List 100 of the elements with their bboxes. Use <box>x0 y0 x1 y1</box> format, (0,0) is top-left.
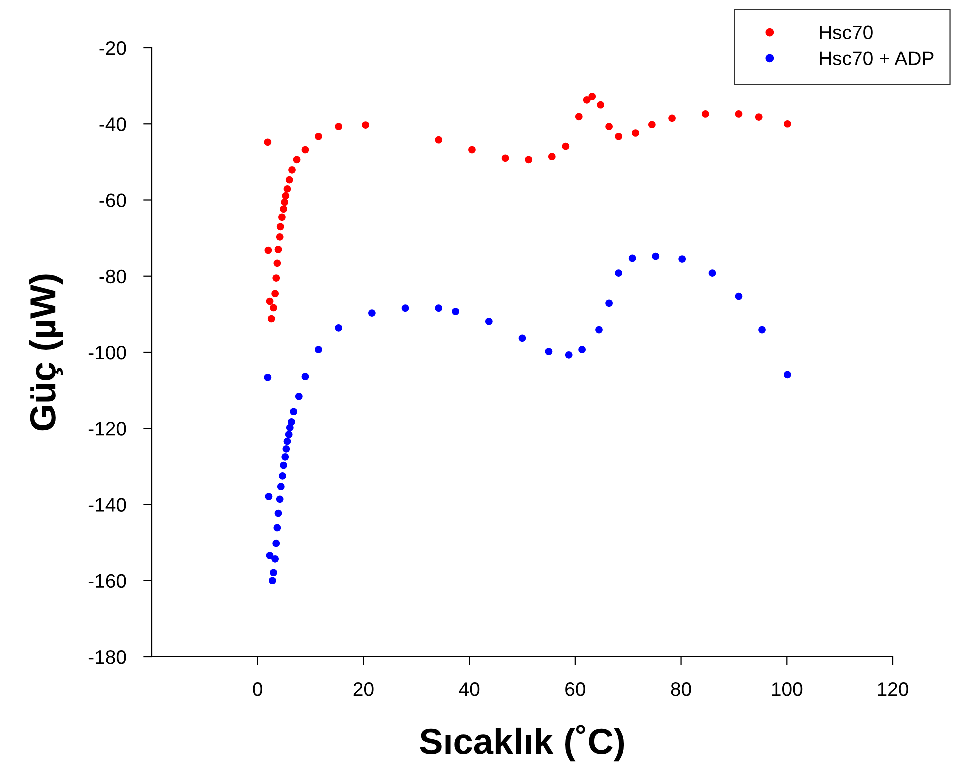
point <box>270 304 278 312</box>
y-tick-label: -120 <box>88 422 126 436</box>
point <box>435 304 443 312</box>
point <box>502 154 510 162</box>
point <box>269 577 276 585</box>
point <box>270 569 278 577</box>
point <box>302 373 310 381</box>
point <box>368 310 376 317</box>
point <box>276 233 284 241</box>
point <box>277 483 285 491</box>
point <box>708 270 716 278</box>
point <box>784 371 792 379</box>
point <box>468 146 476 154</box>
point <box>278 214 286 222</box>
point <box>335 123 343 130</box>
point <box>525 156 533 164</box>
y-axis-title: Güç (µW) <box>29 274 64 431</box>
point <box>606 300 613 308</box>
point <box>265 493 273 500</box>
legend-label: Hsc70 <box>820 26 873 40</box>
legend-label: Hsc70 + ADP <box>820 52 934 66</box>
point <box>264 138 272 146</box>
point <box>562 142 570 150</box>
point <box>518 334 526 342</box>
point <box>596 326 603 334</box>
x-tick-label: 0 <box>253 682 263 696</box>
point <box>452 308 460 316</box>
point <box>615 133 623 140</box>
point <box>588 93 596 100</box>
point <box>282 192 290 200</box>
point <box>545 348 553 356</box>
point <box>435 136 443 144</box>
point <box>288 166 296 174</box>
y-tick-label: -20 <box>100 41 126 56</box>
point <box>290 408 298 416</box>
point <box>272 540 280 548</box>
point <box>315 346 322 354</box>
point <box>264 374 272 382</box>
x-tick-label: 100 <box>772 682 803 696</box>
point <box>735 292 743 300</box>
point <box>578 346 586 354</box>
x-tick-label: 40 <box>459 682 480 696</box>
point <box>282 454 290 461</box>
point <box>606 123 613 130</box>
point <box>264 246 272 254</box>
y-tick-label: -180 <box>88 650 126 664</box>
point <box>784 120 792 128</box>
point <box>280 462 288 470</box>
point <box>758 326 766 334</box>
y-tick-label: -80 <box>100 270 126 284</box>
point <box>284 438 292 446</box>
point <box>295 392 303 400</box>
point <box>678 256 686 263</box>
x-tick-label: 80 <box>671 682 692 696</box>
point <box>402 304 410 312</box>
point <box>632 130 640 137</box>
point <box>335 324 343 332</box>
point <box>597 101 605 109</box>
point <box>266 298 274 306</box>
point <box>565 351 573 359</box>
point <box>615 270 623 278</box>
point <box>266 552 274 560</box>
x-tick-label: 60 <box>566 682 586 696</box>
point <box>276 223 284 231</box>
point <box>648 121 656 129</box>
y-tick-label: -40 <box>100 118 126 132</box>
point <box>285 431 293 438</box>
x-axis-title: Sıcaklık (˚C) <box>420 725 624 762</box>
point <box>362 122 370 129</box>
point <box>575 113 583 121</box>
point <box>583 96 591 104</box>
point <box>485 318 493 326</box>
point <box>272 556 279 563</box>
point <box>293 156 301 164</box>
point <box>274 246 282 254</box>
point <box>268 315 276 323</box>
point <box>282 446 290 453</box>
point <box>272 274 280 282</box>
point <box>548 153 556 161</box>
point <box>702 110 710 118</box>
x-tick-label: 20 <box>354 682 374 696</box>
point <box>315 133 322 140</box>
point <box>279 472 286 480</box>
point <box>286 176 294 184</box>
point <box>280 206 288 214</box>
point <box>284 186 292 193</box>
point <box>274 524 282 532</box>
point <box>755 114 763 121</box>
point <box>668 114 676 122</box>
y-tick-label: -100 <box>88 346 126 360</box>
y-tick-label: -140 <box>88 498 126 512</box>
point <box>276 496 284 504</box>
point <box>628 254 636 262</box>
point <box>735 110 743 118</box>
point <box>272 290 279 298</box>
point <box>288 418 296 426</box>
point <box>281 198 289 206</box>
point <box>274 260 282 268</box>
point <box>302 146 310 154</box>
x-tick-label: 120 <box>878 682 908 696</box>
